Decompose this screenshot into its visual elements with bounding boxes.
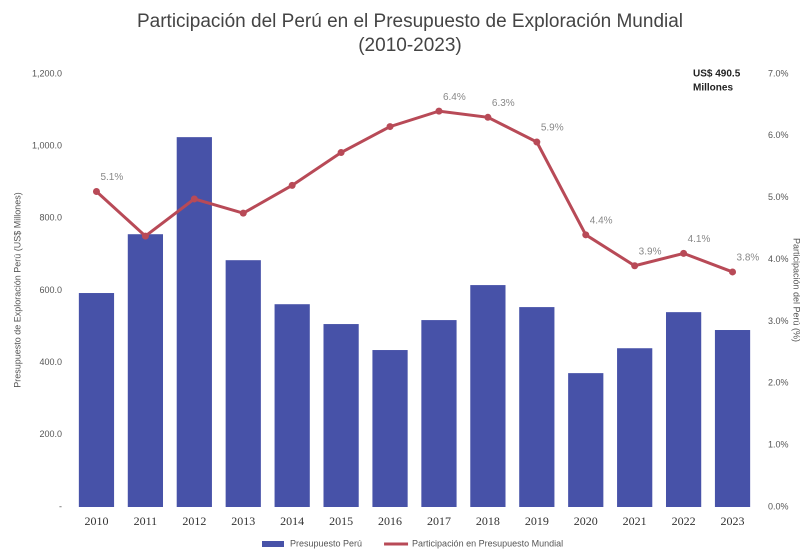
y2-tick-label: 4.0% xyxy=(768,254,789,264)
line-point xyxy=(680,249,688,257)
annotation: Millones xyxy=(693,83,733,94)
line-point xyxy=(92,188,100,196)
y-tick-label: - xyxy=(59,501,62,511)
x-tick-label: 2014 xyxy=(280,514,304,528)
x-tick-label: 2020 xyxy=(574,514,598,528)
value-label: 4.4% xyxy=(590,215,613,226)
y-axis-title: Presupuesto de Exploración Perú (US$ Mil… xyxy=(12,192,22,388)
value-label: 3.9% xyxy=(639,246,662,257)
line-point xyxy=(190,195,198,203)
line-point xyxy=(631,262,639,270)
x-tick-label: 2012 xyxy=(182,514,206,528)
value-label: 5.1% xyxy=(100,172,123,183)
line-point xyxy=(729,268,737,276)
y-tick-label: 600.0 xyxy=(39,285,62,295)
y2-tick-label: 6.0% xyxy=(768,130,789,140)
y2-tick-label: 1.0% xyxy=(768,440,789,450)
x-tick-label: 2010 xyxy=(84,514,108,528)
annotation: US$ 490.5 xyxy=(693,69,741,80)
x-tick-label: 2018 xyxy=(476,514,500,528)
line-point xyxy=(141,232,149,240)
y-tick-label: 1,200.0 xyxy=(32,68,62,78)
x-tick-label: 2017 xyxy=(427,514,451,528)
bar xyxy=(372,350,408,507)
x-tick-label: 2022 xyxy=(672,514,696,528)
y-tick-label: 400.0 xyxy=(39,357,62,367)
value-label: 3.8% xyxy=(737,253,760,264)
line xyxy=(95,109,734,274)
chart-subtitle: (2010-2023) xyxy=(358,35,462,56)
y2-axis-title: Participación del Perú (%) xyxy=(792,238,802,342)
bar xyxy=(225,260,261,507)
y-tick-label: 1,000.0 xyxy=(32,141,62,151)
bar xyxy=(78,293,115,507)
legend-label: Presupuesto Perú xyxy=(290,538,362,548)
bar xyxy=(665,312,702,507)
line-point xyxy=(337,149,345,157)
line-point xyxy=(386,123,394,131)
bar xyxy=(519,307,555,507)
chart-title: Participación del Perú en el Presupuesto… xyxy=(137,11,683,32)
x-tick-label: 2011 xyxy=(134,514,158,528)
bar xyxy=(323,324,359,507)
x-tick-label: 2016 xyxy=(378,514,402,528)
bar xyxy=(568,373,604,507)
legend-swatch xyxy=(262,541,284,547)
x-tick-label: 2023 xyxy=(721,514,745,528)
bar xyxy=(617,348,653,507)
line-point xyxy=(435,107,443,115)
x-tick-label: 2013 xyxy=(231,514,255,528)
bar xyxy=(714,330,751,507)
legend-label: Participación en Presupuesto Mundial xyxy=(412,538,563,548)
value-label: 6.4% xyxy=(443,92,466,103)
line-point xyxy=(288,181,296,189)
bar xyxy=(127,234,164,507)
value-label: 5.9% xyxy=(541,123,564,134)
bar xyxy=(421,320,457,507)
value-label: 4.1% xyxy=(688,234,711,245)
y-tick-label: 200.0 xyxy=(39,429,62,439)
x-tick-label: 2021 xyxy=(623,514,647,528)
x-tick-label: 2015 xyxy=(329,514,353,528)
line-point xyxy=(484,113,492,121)
y2-tick-label: 0.0% xyxy=(768,501,789,511)
y2-tick-label: 3.0% xyxy=(768,316,789,326)
bar xyxy=(176,137,212,508)
y-tick-label: 800.0 xyxy=(39,213,62,223)
line-point xyxy=(239,209,247,217)
x-tick-label: 2019 xyxy=(525,514,549,528)
y2-tick-label: 7.0% xyxy=(768,68,789,78)
bar xyxy=(274,304,310,507)
line-point xyxy=(582,231,590,239)
bar xyxy=(470,285,506,507)
y2-tick-label: 2.0% xyxy=(768,378,789,388)
value-label: 6.3% xyxy=(492,98,515,109)
y2-tick-label: 5.0% xyxy=(768,192,789,202)
line-point xyxy=(533,138,541,146)
